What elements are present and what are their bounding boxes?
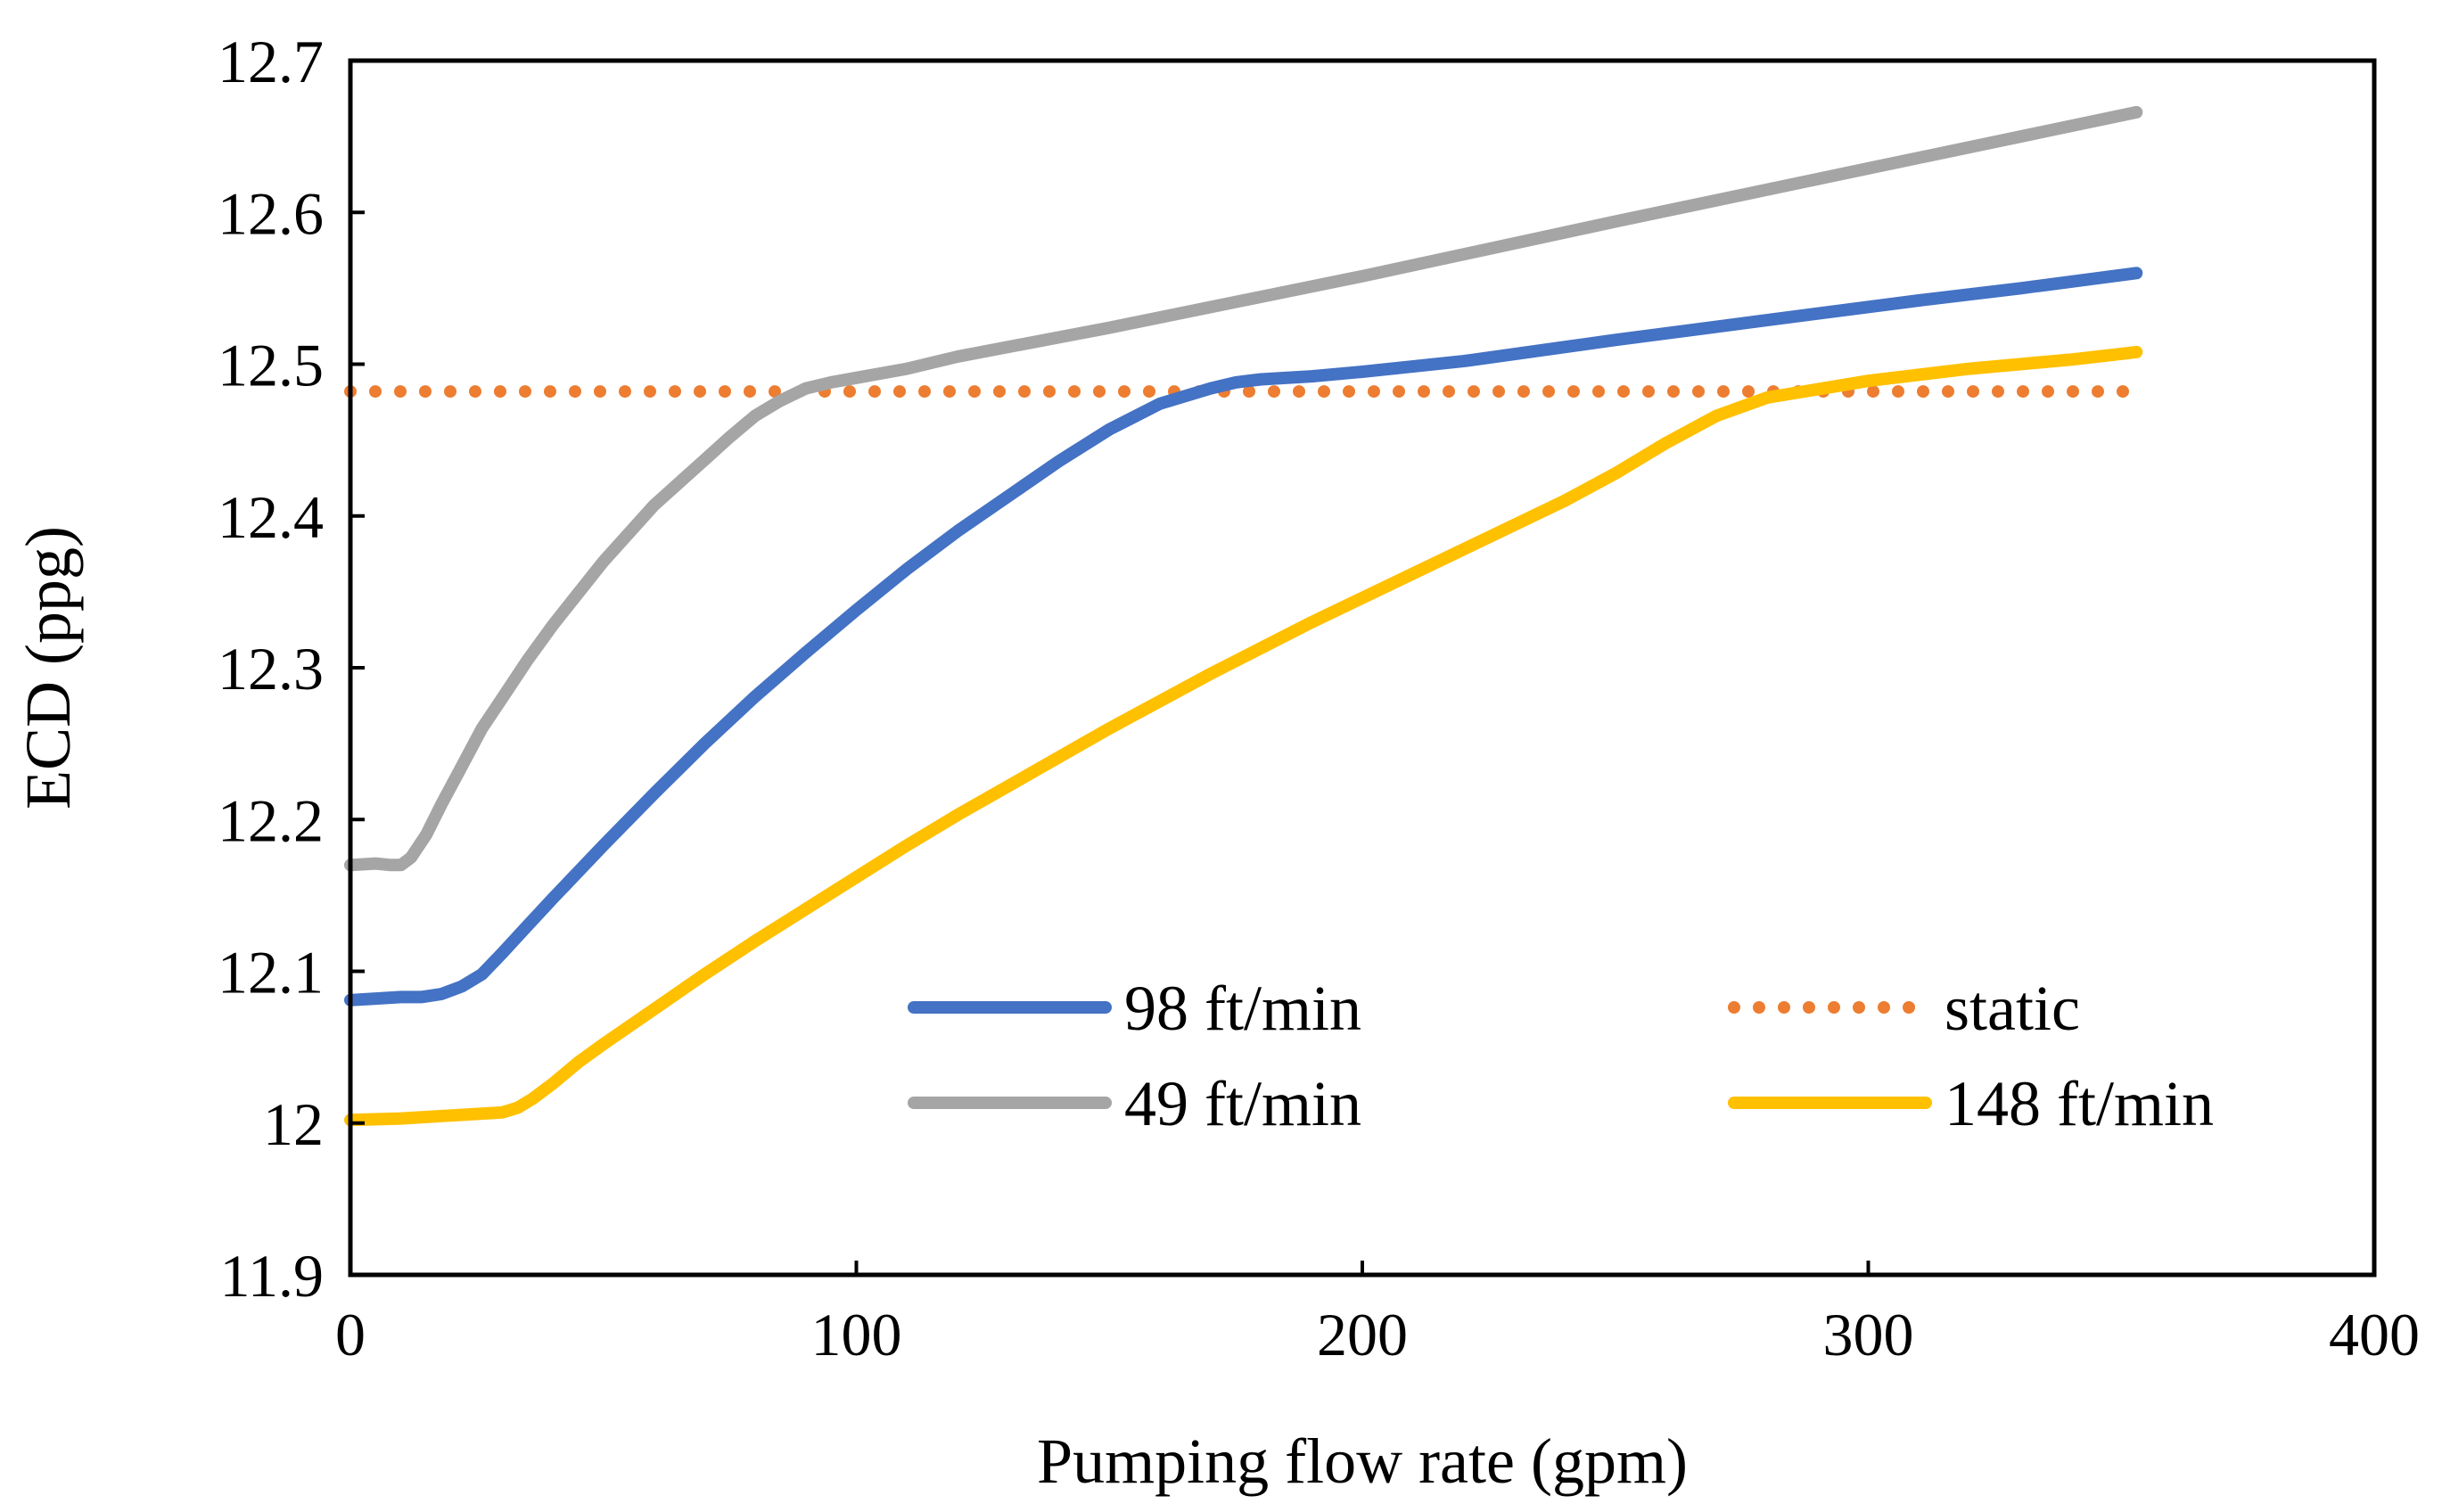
x-tick-label: 0 (335, 1301, 366, 1368)
x-tick-label: 100 (811, 1301, 902, 1368)
y-axis-title: ECD (ppg) (12, 526, 84, 809)
y-tick-label: 12.6 (218, 179, 324, 247)
series-layer (344, 105, 2143, 1127)
y-axis-ticks: 11.9 12 12.1 12.2 12.3 12.4 12.5 12.6 12.7 (218, 28, 365, 1310)
x-tick-label: 400 (2329, 1301, 2420, 1368)
series-line-49-ft-min (344, 105, 2143, 872)
legend-label-98-ft-min: 98 ft/min (1124, 973, 1361, 1044)
y-tick-label: 12.2 (218, 786, 324, 854)
y-tick-label: 12.7 (218, 28, 324, 95)
legend-label-49-ft-min: 49 ft/min (1124, 1068, 1361, 1139)
y-tick-label: 12.3 (218, 635, 324, 703)
y-tick-label: 11.9 (220, 1242, 324, 1310)
x-tick-label: 200 (1317, 1301, 1408, 1368)
series-line-98-ft-min (344, 267, 2143, 1007)
x-axis-title: Pumping flow rate (gpm) (1037, 1426, 1688, 1497)
y-tick-label: 12.1 (218, 939, 324, 1007)
legend-label-148-ft-min: 148 ft/min (1945, 1068, 2214, 1139)
x-axis-ticks: 0 100 200 300 400 (335, 1261, 2420, 1368)
y-tick-label: 12.4 (218, 483, 324, 551)
x-tick-label: 300 (1823, 1301, 1914, 1368)
legend: 98 ft/min static 49 ft/min 148 ft/min (908, 973, 2214, 1139)
legend-label-static: static (1945, 973, 2080, 1044)
y-tick-label: 12.5 (218, 332, 324, 399)
series-line-148-ft-min (344, 345, 2143, 1127)
y-tick-label: 12 (263, 1090, 324, 1158)
